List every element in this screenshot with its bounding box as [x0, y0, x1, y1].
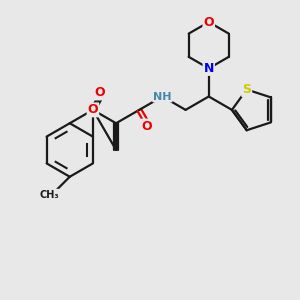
Text: O: O — [142, 119, 152, 133]
Text: S: S — [242, 83, 251, 96]
Text: O: O — [88, 103, 98, 116]
Text: N: N — [204, 62, 214, 75]
Text: NH: NH — [153, 92, 172, 101]
Text: O: O — [94, 86, 105, 99]
Text: CH₃: CH₃ — [39, 190, 59, 200]
Text: O: O — [203, 16, 214, 28]
